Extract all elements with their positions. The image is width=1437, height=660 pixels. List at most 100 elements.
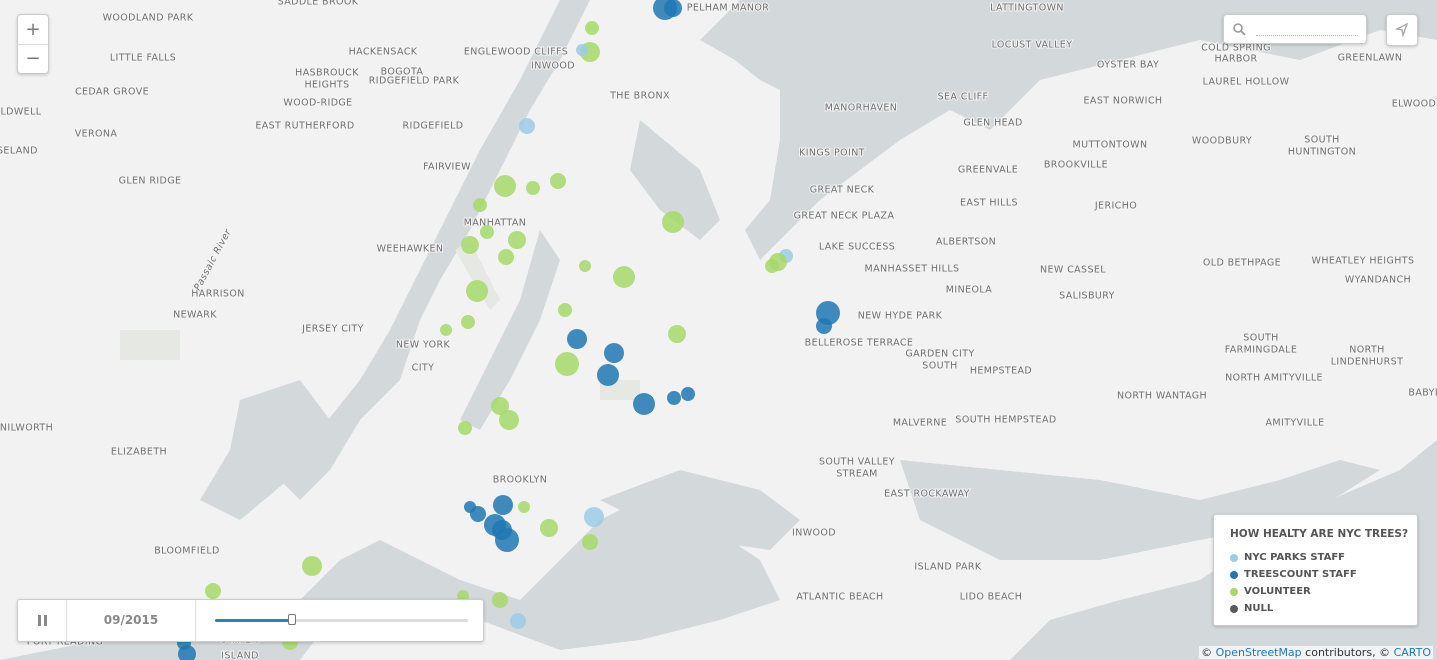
osm-link[interactable]: OpenStreetMap	[1215, 646, 1302, 659]
tree-dot	[668, 325, 686, 343]
timeline-track[interactable]	[215, 614, 468, 625]
legend-items: NYC PARKS STAFF TREESCOUNT STAFF VOLUNTEER…	[1230, 549, 1357, 617]
place-label: ALBERTSON	[936, 237, 996, 248]
zoom-out-button[interactable]: −	[25, 48, 41, 69]
place-label: ISLAND PARK	[914, 562, 982, 573]
search-icon	[1233, 23, 1246, 36]
timeline: 09/2015	[17, 599, 484, 642]
place-label: WHEATLEY HEIGHTS	[1312, 256, 1415, 267]
tree-dot	[302, 556, 322, 576]
place-label: ENGLEWOOD CLIFFS	[464, 47, 568, 58]
place-label: LOCUST VALLEY	[992, 40, 1073, 51]
place-label: BROOKLYN	[493, 475, 547, 486]
tree-dot	[178, 645, 196, 660]
place-label: NEW CASSEL	[1040, 265, 1106, 276]
legend-swatch	[1230, 587, 1238, 596]
legend-item: VOLUNTEER	[1230, 583, 1357, 600]
place-label: MANORHAVEN	[825, 103, 898, 114]
place-label: STREAM	[836, 469, 878, 480]
tree-dot	[466, 280, 488, 302]
place-label: EAST ROCKAWAY	[884, 489, 970, 500]
legend: HOW HEALTY ARE NYC TREES? NYC PARKS STAF…	[1213, 514, 1418, 626]
zoom-in-button[interactable]: +	[18, 15, 48, 45]
tree-dot	[492, 592, 508, 608]
place-label: WOOD-RIDGE	[283, 98, 352, 109]
place-label: SOUTH	[922, 361, 957, 372]
timeline-handle[interactable]	[288, 614, 296, 625]
place-label: GARDEN CITY	[905, 349, 974, 360]
tree-dot	[667, 391, 681, 405]
place-label: BLOOMFIELD	[154, 546, 220, 557]
place-label: NEWARK	[173, 310, 217, 321]
legend-label: NYC PARKS STAFF	[1244, 552, 1346, 563]
place-label: BROOKVILLE	[1044, 160, 1108, 171]
legend-label: VOLUNTEER	[1244, 586, 1311, 597]
legend-item: NULL	[1230, 600, 1357, 617]
tree-dot	[526, 181, 540, 195]
place-label: WOODBURY	[1192, 136, 1252, 147]
place-label: LAUREL HOLLOW	[1203, 77, 1290, 88]
place-label: MUTTONTOWN	[1073, 140, 1148, 151]
place-label: EAST NORWICH	[1084, 96, 1163, 107]
place-label: HEIGHTS	[304, 80, 349, 91]
legend-swatch	[1230, 604, 1238, 613]
place-label: KINGS POINT	[799, 148, 865, 159]
place-label: MALVERNE	[893, 418, 947, 429]
locate-button[interactable]	[1386, 14, 1418, 46]
place-label: Passaic River	[192, 227, 234, 293]
place-label: OLD BETHPAGE	[1203, 258, 1281, 269]
tree-dot	[597, 364, 619, 386]
tree-dot	[585, 21, 599, 35]
place-label: WOODLAND PARK	[103, 13, 194, 24]
tree-dot	[461, 315, 475, 329]
place-label: HACKENSACK	[349, 47, 418, 58]
legend-swatch	[1230, 570, 1238, 579]
place-label: RIDGEFIELD PARK	[369, 76, 460, 87]
place-label: NORTH AMITYVILLE	[1225, 373, 1323, 384]
tree-dot	[493, 495, 513, 515]
tree-dot	[458, 421, 472, 435]
legend-label: TREESCOUNT STAFF	[1244, 569, 1357, 580]
tree-dot	[664, 0, 682, 17]
tree-dot	[470, 506, 486, 522]
place-label: ROSELAND	[0, 146, 38, 157]
tree-dot	[491, 397, 509, 415]
place-label: LATTINGTOWN	[990, 3, 1064, 14]
place-label: WEEHAWKEN	[377, 244, 444, 255]
place-label: MANHATTAN	[464, 218, 527, 229]
carto-link[interactable]: CARTO	[1393, 646, 1431, 659]
tree-dot	[492, 520, 512, 540]
tree-dot	[555, 352, 579, 376]
place-label: HARRISON	[191, 289, 244, 300]
timeline-progress	[215, 619, 293, 622]
tree-dot	[518, 501, 530, 513]
pause-button[interactable]	[18, 600, 67, 641]
place-label: FAIRVIEW	[423, 162, 471, 173]
place-label: PELHAM MANOR	[687, 3, 770, 14]
place-label: VERONA	[75, 129, 118, 140]
place-label: CEDAR GROVE	[75, 87, 149, 98]
place-label: THE BRONX	[609, 91, 670, 102]
place-label: BOGOTA	[381, 67, 424, 78]
timeline-date: 09/2015	[67, 600, 196, 641]
place-label: GLEN HEAD	[963, 118, 1022, 129]
tree-dot	[567, 329, 587, 349]
legend-title: HOW HEALTY ARE NYC TREES?	[1230, 528, 1409, 540]
tree-dot	[604, 343, 624, 363]
place-label: SEA CLIFF	[938, 92, 989, 103]
tree-dot	[576, 44, 588, 56]
place-label: CITY	[412, 363, 435, 374]
place-label: JERICHO	[1094, 201, 1137, 212]
place-label: LINDENHURST	[1331, 357, 1404, 368]
place-label: CALDWELL	[0, 107, 42, 118]
tree-dot	[579, 260, 591, 272]
place-label: SOUTH	[1243, 333, 1278, 344]
search-box[interactable]	[1223, 14, 1367, 44]
pause-bar	[38, 615, 41, 626]
tree-dot	[440, 324, 452, 336]
place-label: ELIZABETH	[111, 447, 167, 458]
place-label: KENILWORTH	[0, 423, 53, 434]
pause-bar	[44, 615, 47, 626]
tree-dot	[613, 266, 635, 288]
